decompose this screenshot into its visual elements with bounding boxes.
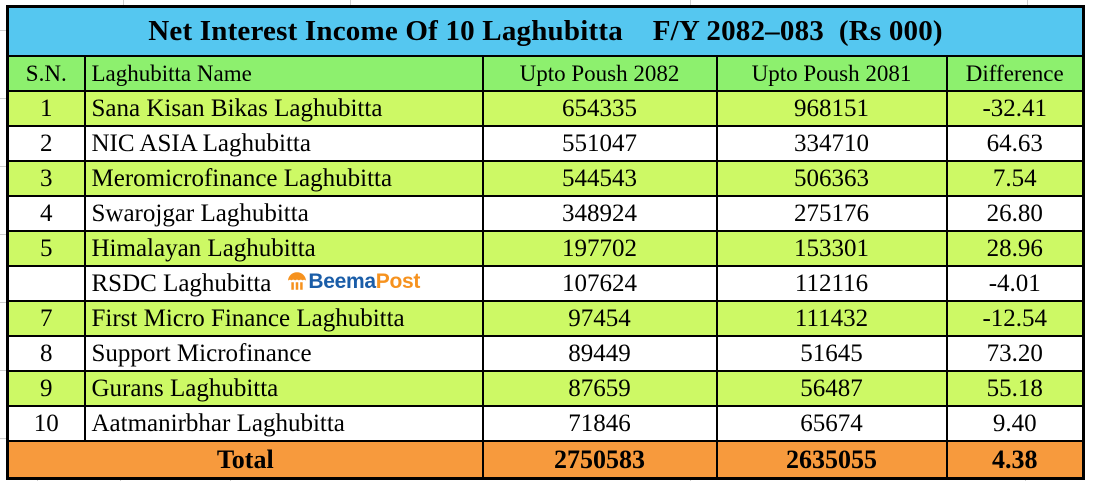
difference-cell: 9.40 — [945, 405, 1085, 442]
value-2081-cell: 153301 — [715, 230, 948, 267]
sn-cell — [6, 265, 86, 302]
value-2081-cell: 275176 — [715, 195, 948, 232]
table-title: Net Interest Income Of 10 Laghubitta F/Y… — [6, 5, 1085, 57]
name-cell: Meromicrofinance Laghubitta — [83, 160, 484, 197]
difference-cell: 28.96 — [945, 230, 1085, 267]
value-2082-cell: 551047 — [481, 125, 718, 162]
name-cell: First Micro Finance Laghubitta — [83, 300, 484, 337]
value-2081-cell: 112116 — [715, 265, 948, 302]
name-cell: Sana Kisan Bikas Laghubitta — [83, 90, 484, 127]
name-cell: NIC ASIA Laghubitta — [83, 125, 484, 162]
sn-cell: 10 — [6, 405, 86, 442]
difference-cell: -32.41 — [945, 90, 1085, 127]
gridline — [0, 166, 6, 167]
sn-cell: 7 — [6, 300, 86, 337]
table-row: 3 Meromicrofinance Laghubitta 544543 506… — [6, 160, 1085, 197]
total-label: Total — [6, 440, 484, 480]
value-2081-cell: 506363 — [715, 160, 948, 197]
table-row: 2 NIC ASIA Laghubitta 551047 334710 64.6… — [6, 125, 1085, 162]
name-cell: Aatmanirbhar Laghubitta — [83, 405, 484, 442]
sn-cell: 4 — [6, 195, 86, 232]
table-row: 10 Aatmanirbhar Laghubitta 71846 65674 9… — [6, 405, 1085, 442]
value-2081-cell: 111432 — [715, 300, 948, 337]
header-upto-poush-2081: Upto Poush 2081 — [715, 55, 948, 92]
table-row: 9 Gurans Laghubitta 87659 56487 55.18 — [6, 370, 1085, 407]
gridline — [0, 302, 6, 303]
table-row: 7 First Micro Finance Laghubitta 97454 1… — [6, 300, 1085, 337]
gridline — [690, 0, 691, 5]
sn-cell: 1 — [6, 90, 86, 127]
gridline — [0, 98, 6, 99]
table-row: 4 Swarojgar Laghubitta 348924 275176 26.… — [6, 195, 1085, 232]
value-2082-cell: 107624 — [481, 265, 718, 302]
name-cell: Swarojgar Laghubitta — [83, 195, 484, 232]
logo-beema-text: Beema — [308, 269, 376, 293]
difference-cell: 55.18 — [945, 370, 1085, 407]
difference-cell: -12.54 — [945, 300, 1085, 337]
gridline — [0, 30, 6, 31]
total-2082-cell: 2750583 — [481, 440, 718, 480]
difference-cell: 26.80 — [945, 195, 1085, 232]
value-2082-cell: 87659 — [481, 370, 718, 407]
table-title-row: Net Interest Income Of 10 Laghubitta F/Y… — [6, 5, 1085, 57]
table-row: 5 Himalayan Laghubitta 197702 153301 28.… — [6, 230, 1085, 267]
value-2081-cell: 65674 — [715, 405, 948, 442]
table-row: 8 Support Microfinance 89449 51645 73.20 — [6, 335, 1085, 372]
value-2081-cell: 51645 — [715, 335, 948, 372]
value-2081-cell: 334710 — [715, 125, 948, 162]
total-difference-cell: 4.38 — [945, 440, 1085, 480]
name-cell: Gurans Laghubitta — [83, 370, 484, 407]
sn-cell: 8 — [6, 335, 86, 372]
sn-cell: 5 — [6, 230, 86, 267]
name-cell: Himalayan Laghubitta — [83, 230, 484, 267]
value-2082-cell: 654335 — [481, 90, 718, 127]
difference-cell: 73.20 — [945, 335, 1085, 372]
gridline — [350, 0, 351, 5]
sn-cell: 9 — [6, 370, 86, 407]
table-row: 1 Sana Kisan Bikas Laghubitta 654335 968… — [6, 90, 1085, 127]
gridline — [0, 370, 6, 371]
gridline — [1027, 0, 1028, 5]
total-row: Total 2750583 2635055 4.38 — [6, 440, 1085, 480]
value-2082-cell: 348924 — [481, 195, 718, 232]
beemapost-logo: BeemaPost — [287, 271, 420, 295]
gridline — [0, 438, 6, 439]
header-laghubitta-name: Laghubitta Name — [83, 55, 484, 92]
value-2082-cell: 197702 — [481, 230, 718, 267]
value-2081-cell: 968151 — [715, 90, 948, 127]
value-2082-cell: 71846 — [481, 405, 718, 442]
net-interest-income-table: Net Interest Income Of 10 Laghubitta F/Y… — [6, 5, 1086, 480]
header-upto-poush-2082: Upto Poush 2082 — [481, 55, 718, 92]
name-cell: RSDC Laghubitta BeemaPost — [83, 265, 484, 302]
name-cell: Support Microfinance — [83, 335, 484, 372]
gridline — [0, 234, 6, 235]
umbrella-icon — [287, 271, 307, 295]
value-2082-cell: 544543 — [481, 160, 718, 197]
header-sn: S.N. — [6, 55, 86, 92]
difference-cell: 7.54 — [945, 160, 1085, 197]
sn-cell: 2 — [6, 125, 86, 162]
difference-cell: 64.63 — [945, 125, 1085, 162]
header-difference: Difference — [945, 55, 1085, 92]
column-header-row: S.N. Laghubitta Name Upto Poush 2082 Upt… — [6, 55, 1085, 92]
gridline — [123, 0, 124, 5]
logo-post-text: Post — [375, 269, 421, 293]
sn-cell: 3 — [6, 160, 86, 197]
value-2081-cell: 56487 — [715, 370, 948, 407]
table-row-rsdc: RSDC Laghubitta BeemaPost 107624 112116 -… — [6, 265, 1085, 302]
difference-cell: -4.01 — [945, 265, 1085, 302]
total-2081-cell: 2635055 — [715, 440, 948, 480]
laghubitta-name-text: RSDC Laghubitta — [91, 269, 272, 297]
value-2082-cell: 97454 — [481, 300, 718, 337]
value-2082-cell: 89449 — [481, 335, 718, 372]
